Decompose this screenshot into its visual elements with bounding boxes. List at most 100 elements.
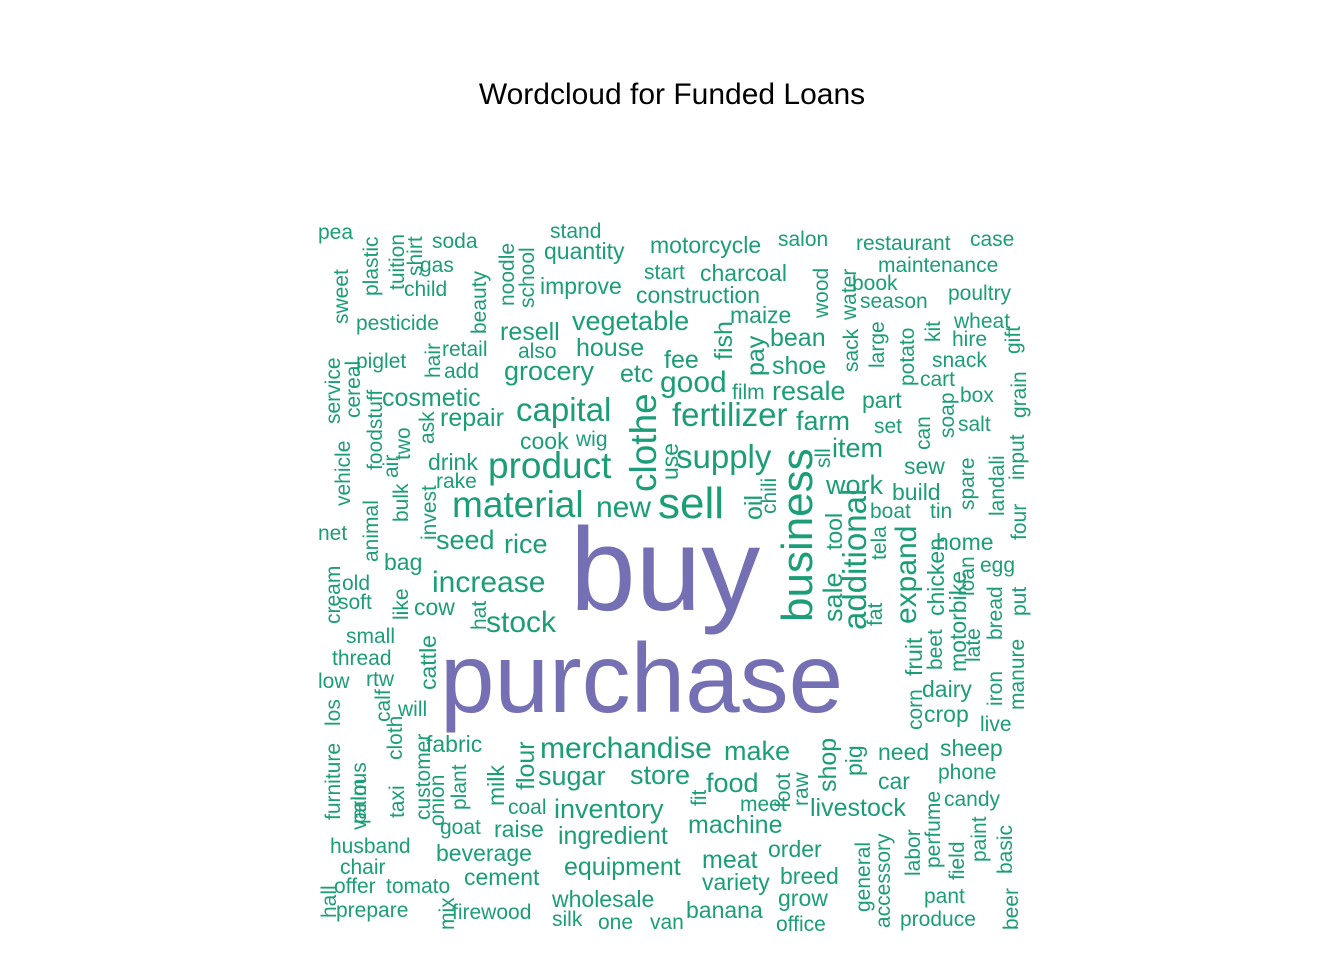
word-box: box <box>960 384 994 407</box>
word-goat: goat <box>440 816 481 839</box>
word-raw: raw <box>790 771 813 806</box>
word-increase: increase <box>432 566 545 599</box>
word-salt: salt <box>958 413 991 436</box>
word-wholesale: wholesale <box>551 886 654 912</box>
word-season: season <box>860 290 928 313</box>
word-grow: grow <box>778 885 828 911</box>
word-gift: gift <box>1002 326 1025 354</box>
word-pant: pant <box>924 885 965 908</box>
word-boat: boat <box>870 500 911 523</box>
word-gas: gas <box>420 254 454 277</box>
word-perfume: perfume <box>922 791 945 868</box>
word-snack: snack <box>932 349 987 372</box>
word-air: air <box>380 455 403 478</box>
word-meet: meet <box>740 793 787 816</box>
word-tool: tool <box>821 513 847 550</box>
word-motorbike: motorbike <box>945 571 971 672</box>
word-machine: machine <box>688 811 783 839</box>
word-soda: soda <box>432 230 478 253</box>
word-school: school <box>516 247 539 308</box>
word-also: also <box>518 340 557 363</box>
word-fruit: fruit <box>901 637 927 676</box>
word-build: build <box>892 479 941 505</box>
word-restaurant: restaurant <box>856 232 951 255</box>
word-fat: fat <box>864 602 887 626</box>
word-wig: wig <box>575 428 608 451</box>
word-chicken: chicken <box>923 538 949 616</box>
word-noodle: noodle <box>496 243 519 306</box>
word-beverage: beverage <box>436 840 532 866</box>
word-start: start <box>644 261 685 284</box>
word-ask: ask <box>416 411 439 444</box>
word-one: one <box>598 911 633 934</box>
word-invest: invest <box>418 485 441 540</box>
word-clothe: clothe <box>623 393 664 492</box>
word-potato: potato <box>896 328 919 386</box>
word-soft: soft <box>338 591 372 614</box>
word-furniture: furniture <box>322 743 345 820</box>
word-manure: manure <box>1006 639 1029 710</box>
word-oil: oil <box>740 495 768 520</box>
word-water: water <box>838 269 861 321</box>
word-phone: phone <box>938 761 996 784</box>
word-etc: etc <box>620 360 653 388</box>
word-buy: buy <box>570 504 760 636</box>
word-sweet: sweet <box>330 269 353 324</box>
word-breed: breed <box>780 863 839 889</box>
word-meat: meat <box>702 846 758 874</box>
word-beer: beer <box>1000 888 1023 930</box>
word-sheep: sheep <box>940 735 1003 761</box>
word-variety: variety <box>702 869 770 895</box>
word-bread: bread <box>984 586 1007 640</box>
word-labor: labor <box>902 829 925 876</box>
word-order: order <box>768 836 822 862</box>
word-like: like <box>390 588 413 620</box>
word-can: can <box>912 416 935 450</box>
word-paint: paint <box>968 816 991 862</box>
word-milk: milk <box>483 765 509 806</box>
word-seed: seed <box>436 525 495 555</box>
word-los: los <box>322 699 345 726</box>
word-mix: mix <box>436 897 459 930</box>
word-merchandise: merchandise <box>540 732 712 765</box>
word-charcoal: charcoal <box>700 260 787 286</box>
word-set: set <box>874 415 902 438</box>
word-taxi: taxi <box>386 785 409 818</box>
word-farm: farm <box>796 406 850 436</box>
word-sell: sell <box>658 479 724 528</box>
word-live: live <box>980 713 1012 736</box>
word-inventory: inventory <box>554 794 664 824</box>
word-bag: bag <box>384 549 422 575</box>
word-make: make <box>724 736 790 766</box>
word-plastic: plastic <box>360 236 383 296</box>
word-bean: bean <box>770 324 826 352</box>
word-maize: maize <box>730 302 791 328</box>
word-new: new <box>596 491 651 524</box>
word-small: small <box>346 625 395 648</box>
word-sale: sale <box>818 572 848 622</box>
word-improve: improve <box>540 273 622 299</box>
word-landali: landali <box>986 455 1009 516</box>
word-plant: plant <box>448 764 471 810</box>
word-pesticide: pesticide <box>356 312 439 335</box>
word-material: material <box>452 484 584 525</box>
word-chair: chair <box>340 856 386 879</box>
word-beauty: beauty <box>468 270 491 334</box>
word-wheat: wheat <box>953 310 1010 333</box>
word-sugar: sugar <box>538 761 606 791</box>
word-stand: stand <box>550 220 601 243</box>
word-flour: flour <box>512 741 540 790</box>
word-work: work <box>825 470 884 500</box>
word-shirt: shirt <box>404 236 427 276</box>
word-cosmetic: cosmetic <box>382 384 481 412</box>
word-will: will <box>397 698 427 721</box>
word-produce: produce <box>900 908 976 931</box>
word-cook: cook <box>520 428 569 454</box>
word-sew: sew <box>904 453 945 479</box>
word-drink: drink <box>428 449 478 475</box>
word-sack: sack <box>840 328 863 372</box>
word-cart: cart <box>920 368 955 391</box>
word-repair: repair <box>440 404 504 432</box>
word-tomato: tomato <box>386 875 450 898</box>
word-retail: retail <box>442 338 488 361</box>
